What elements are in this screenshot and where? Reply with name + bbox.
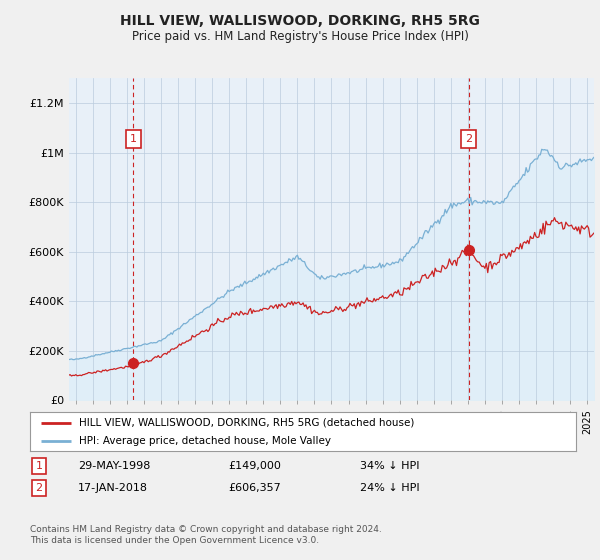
Text: Contains HM Land Registry data © Crown copyright and database right 2024.
This d: Contains HM Land Registry data © Crown c…: [30, 525, 382, 545]
Text: 1: 1: [35, 461, 43, 471]
Text: 34% ↓ HPI: 34% ↓ HPI: [360, 461, 419, 471]
Text: £149,000: £149,000: [228, 461, 281, 471]
Text: 24% ↓ HPI: 24% ↓ HPI: [360, 483, 419, 493]
Text: Price paid vs. HM Land Registry's House Price Index (HPI): Price paid vs. HM Land Registry's House …: [131, 30, 469, 43]
Text: 17-JAN-2018: 17-JAN-2018: [78, 483, 148, 493]
Text: 1: 1: [130, 134, 137, 144]
Text: HILL VIEW, WALLISWOOD, DORKING, RH5 5RG (detached house): HILL VIEW, WALLISWOOD, DORKING, RH5 5RG …: [79, 418, 415, 428]
Text: HPI: Average price, detached house, Mole Valley: HPI: Average price, detached house, Mole…: [79, 436, 331, 446]
Text: £606,357: £606,357: [228, 483, 281, 493]
Text: 2: 2: [35, 483, 43, 493]
Text: HILL VIEW, WALLISWOOD, DORKING, RH5 5RG: HILL VIEW, WALLISWOOD, DORKING, RH5 5RG: [120, 14, 480, 28]
Text: 29-MAY-1998: 29-MAY-1998: [78, 461, 151, 471]
Text: 2: 2: [465, 134, 472, 144]
